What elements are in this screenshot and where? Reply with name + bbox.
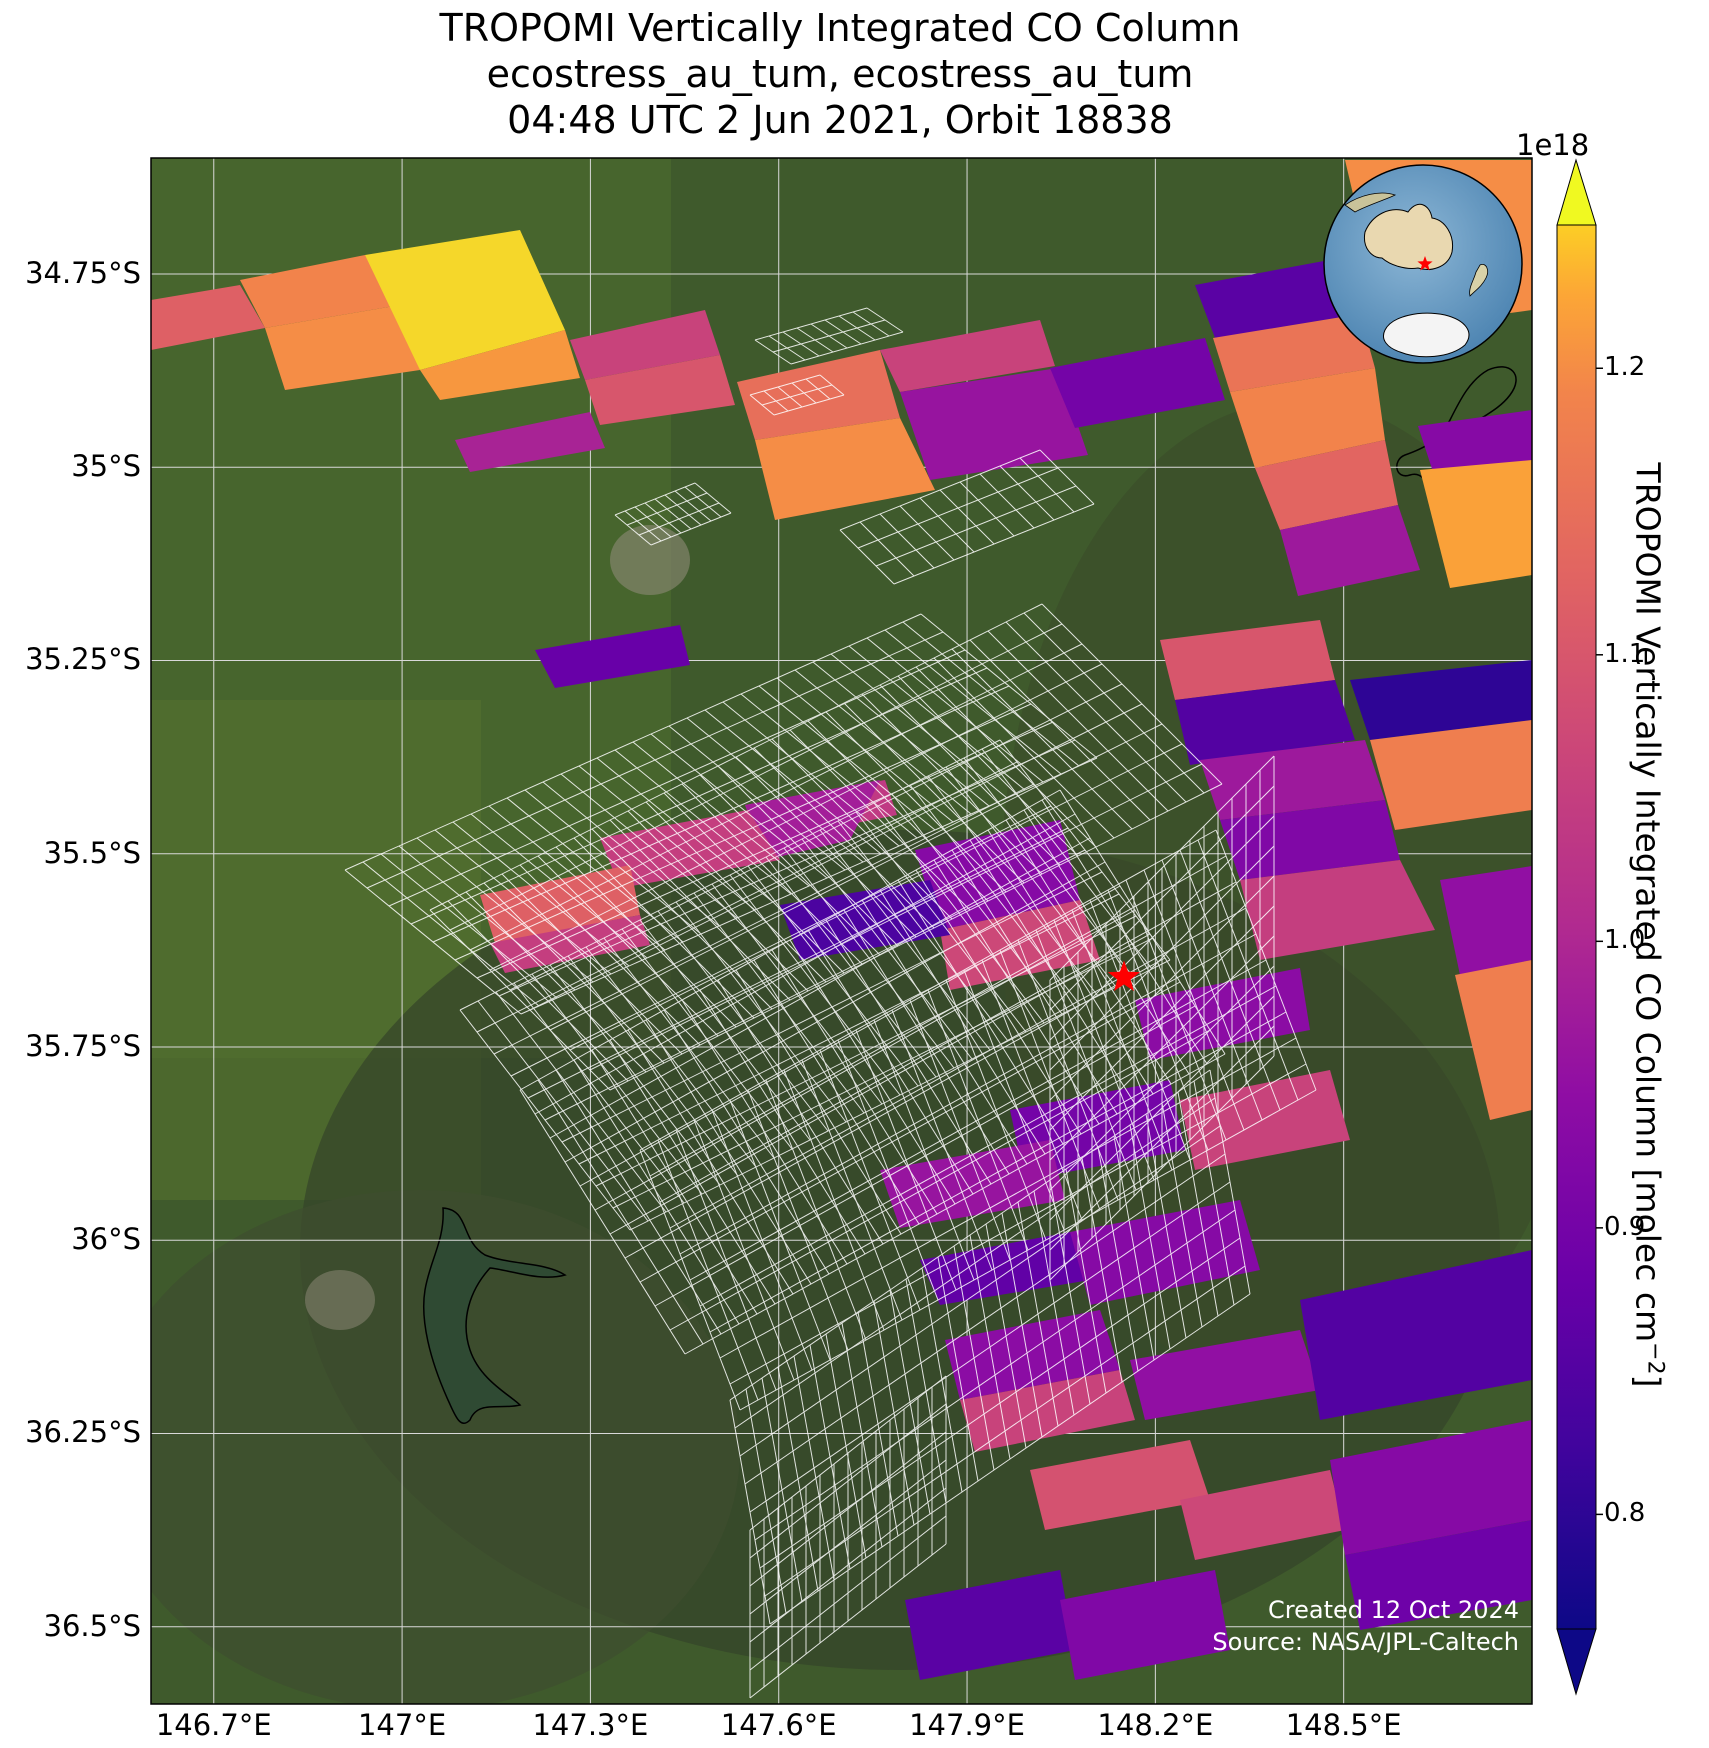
co-pixel (1240, 860, 1435, 960)
globe-inset (1323, 164, 1523, 364)
lon-tick-label: 147.6°E (720, 1708, 837, 1742)
co-pixel (1455, 960, 1532, 1120)
co-pixel (1345, 1520, 1532, 1630)
colorbar-exponent: 1e18 (1516, 128, 1590, 162)
australia-shape (1363, 203, 1454, 270)
co-pixel (240, 255, 400, 328)
lat-tick-label: 34.75°S (25, 255, 141, 290)
map-border (150, 157, 1533, 1705)
co-pixel (265, 305, 420, 390)
co-pixel (1350, 660, 1532, 740)
co-pixel (900, 368, 1088, 480)
co-pixel (1370, 720, 1532, 830)
co-pixel (570, 310, 720, 380)
colorbar-extend-min (1556, 1628, 1597, 1696)
lat-tick-label: 35.75°S (25, 1028, 141, 1063)
co-pixel (1255, 440, 1398, 530)
colorbar-tick-label: 1.0 (1604, 925, 1646, 956)
lon-tick-label: 148.5°E (1285, 1708, 1402, 1742)
co-pixel (905, 1570, 1075, 1680)
colorbar (1556, 158, 1603, 1696)
antarctica-shape (1383, 312, 1470, 358)
co-pixel (945, 1310, 1120, 1400)
islands-shape (1344, 192, 1397, 213)
co-pixel (1060, 1570, 1230, 1680)
site-marker (1107, 960, 1141, 992)
lake-outline (422, 1207, 567, 1424)
co-pixel (1050, 338, 1225, 428)
site-star-icon (1107, 960, 1141, 992)
co-pixel (1030, 1440, 1210, 1530)
co-pixel (490, 915, 650, 973)
globe-site-star (1417, 256, 1433, 271)
colorbar-tick-label: 1.1 (1604, 638, 1646, 669)
co-pixel (1440, 866, 1532, 975)
co-pixel (1420, 460, 1532, 588)
co-pixel (1213, 314, 1375, 392)
co-pixel (737, 350, 900, 440)
co-pixel (455, 412, 605, 472)
lat-tick-label: 36.25°S (25, 1415, 141, 1450)
co-pixel (420, 330, 580, 400)
co-pixel (1280, 505, 1420, 596)
colorbar-tick-label: 0.8 (1604, 1498, 1646, 1529)
co-pixel (1195, 258, 1360, 338)
lat-tick-label: 35.5°S (43, 835, 141, 870)
lat-tick-label: 36.5°S (43, 1608, 141, 1643)
new-zealand-shape (1469, 263, 1488, 297)
co-pixel (1418, 410, 1532, 478)
lon-tick-label: 147.3°E (532, 1708, 649, 1742)
lat-tick-label: 36°S (71, 1222, 141, 1257)
co-pixel (1330, 1420, 1532, 1555)
co-pixel (151, 285, 265, 350)
colorbar-tick-label: 0.9 (1604, 1211, 1646, 1242)
co-pixel (880, 320, 1055, 392)
co-pixel (585, 355, 735, 425)
credit-created: Created 12 Oct 2024 (1268, 1596, 1519, 1624)
colorbar-tick-label: 1.2 (1604, 352, 1646, 383)
co-pixel (1130, 1330, 1320, 1420)
colorbar-extend-max (1556, 158, 1597, 226)
co-pixel (600, 810, 780, 888)
lon-tick-label: 148.2°E (1097, 1708, 1214, 1742)
colorbar-body (1557, 225, 1596, 1629)
lon-tick-label: 147.9°E (909, 1708, 1025, 1742)
co-pixel (755, 418, 935, 520)
co-pixel (1070, 1200, 1260, 1305)
co-pixel (365, 230, 565, 370)
lat-tick-label: 35°S (71, 449, 141, 484)
colorbar-label: TROPOMI Vertically Integrated CO Column … (1628, 462, 1668, 1388)
co-pixel (1180, 1470, 1345, 1560)
co-pixel (1160, 620, 1335, 700)
co-pixel (1220, 800, 1400, 880)
co-pixel (535, 625, 690, 688)
lat-tick-label: 35.25°S (25, 642, 141, 677)
title-line-1: TROPOMI Vertically Integrated CO Column (439, 6, 1241, 50)
title-line-3: 04:48 UTC 2 Jun 2021, Orbit 18838 (507, 98, 1173, 142)
co-pixel (1230, 368, 1385, 468)
co-pixel (1300, 1250, 1532, 1420)
ecostress-mesh-layer (344, 307, 1317, 1699)
credit-source: Source: NASA/JPL-Caltech (1212, 1628, 1519, 1656)
lon-tick-label: 147°E (357, 1708, 447, 1742)
lon-tick-label: 146.7°E (155, 1708, 272, 1742)
co-pixel (1175, 680, 1355, 765)
title-line-2: ecostress_au_tum, ecostress_au_tum (486, 52, 1194, 96)
